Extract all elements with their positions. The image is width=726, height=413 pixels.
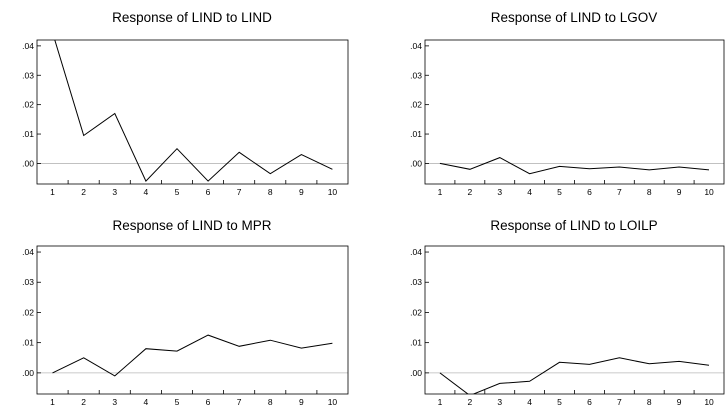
y-tick-label: .01 bbox=[22, 129, 34, 139]
x-tick-label: 8 bbox=[268, 187, 273, 197]
x-tick-label: 9 bbox=[677, 187, 682, 197]
plot-frame bbox=[424, 39, 725, 185]
x-tick-label: 1 bbox=[438, 187, 443, 197]
irf-panel: Response of LIND to LIND .00 .01 .02 .03 .04 1… bbox=[22, 10, 349, 197]
y-tick-label: .01 bbox=[410, 338, 422, 348]
chart-title: Response of LIND to LOILP bbox=[490, 218, 657, 233]
y-tick-label: .04 bbox=[22, 41, 34, 51]
y-tick-label: .00 bbox=[22, 368, 34, 378]
response-line bbox=[54, 40, 333, 182]
response-line bbox=[52, 334, 333, 377]
irf-panel: Response of LIND to LOILP .00 .01 .02 .03 .04… bbox=[410, 218, 725, 407]
x-tick-label: 6 bbox=[206, 397, 211, 407]
response-line bbox=[439, 357, 710, 394]
x-tick-label: 7 bbox=[617, 187, 622, 197]
x-tick-label: 9 bbox=[299, 187, 304, 197]
x-tick-label: 5 bbox=[175, 187, 180, 197]
x-tick-label: 8 bbox=[647, 397, 652, 407]
x-tick-label: 8 bbox=[647, 187, 652, 197]
y-tick-label: .00 bbox=[410, 368, 422, 378]
chart-title: Response of LIND to MPR bbox=[112, 218, 271, 233]
chart-title: Response of LIND to LIND bbox=[112, 10, 272, 25]
x-tick-label: 3 bbox=[112, 397, 117, 407]
y-tick-label: .00 bbox=[22, 158, 34, 168]
x-tick-label: 2 bbox=[81, 187, 86, 197]
response-line bbox=[439, 157, 710, 175]
y-tick-label: .03 bbox=[410, 70, 422, 80]
y-tick-label: .03 bbox=[22, 70, 34, 80]
x-tick-label: 7 bbox=[617, 397, 622, 407]
plot-frame bbox=[36, 39, 349, 185]
x-tick-label: 9 bbox=[677, 397, 682, 407]
x-tick-label: 3 bbox=[112, 187, 117, 197]
x-tick-label: 6 bbox=[206, 187, 211, 197]
y-tick-label: .03 bbox=[410, 277, 422, 287]
x-tick-label: 9 bbox=[299, 397, 304, 407]
x-tick-label: 2 bbox=[467, 187, 472, 197]
x-tick-label: 6 bbox=[587, 397, 592, 407]
y-tick-label: .04 bbox=[410, 247, 422, 257]
y-tick-label: .00 bbox=[410, 158, 422, 168]
y-tick-label: .01 bbox=[22, 338, 34, 348]
x-tick-label: 1 bbox=[50, 397, 55, 407]
x-tick-label: 4 bbox=[527, 397, 532, 407]
plot-frame bbox=[36, 245, 349, 395]
x-tick-label: 5 bbox=[557, 397, 562, 407]
y-tick-label: .02 bbox=[410, 100, 422, 110]
x-tick-label: 10 bbox=[704, 397, 714, 407]
x-tick-label: 1 bbox=[438, 397, 443, 407]
x-tick-label: 4 bbox=[143, 187, 148, 197]
x-tick-label: 1 bbox=[50, 187, 55, 197]
irf-panel: Response of LIND to MPR .00 .01 .02 .03 .04 1 2… bbox=[22, 218, 349, 407]
x-tick-label: 4 bbox=[527, 187, 532, 197]
irf-panel: Response of LIND to LGOV .00 .01 .02 .03 .04 1… bbox=[410, 10, 725, 197]
x-tick-label: 3 bbox=[497, 187, 502, 197]
y-tick-label: .02 bbox=[22, 100, 34, 110]
plot-frame bbox=[424, 245, 725, 395]
y-tick-label: .04 bbox=[22, 247, 34, 257]
x-tick-label: 5 bbox=[557, 187, 562, 197]
x-tick-label: 6 bbox=[587, 187, 592, 197]
x-tick-label: 8 bbox=[268, 397, 273, 407]
x-tick-label: 7 bbox=[237, 187, 242, 197]
x-tick-label: 2 bbox=[81, 397, 86, 407]
x-tick-label: 4 bbox=[143, 397, 148, 407]
y-tick-label: .01 bbox=[410, 129, 422, 139]
chart-title: Response of LIND to LGOV bbox=[491, 10, 658, 25]
y-tick-label: .03 bbox=[22, 277, 34, 287]
x-tick-label: 3 bbox=[497, 397, 502, 407]
y-tick-label: .04 bbox=[410, 41, 422, 51]
x-tick-label: 2 bbox=[467, 397, 472, 407]
x-tick-label: 10 bbox=[328, 187, 338, 197]
x-tick-label: 5 bbox=[175, 397, 180, 407]
y-tick-label: .02 bbox=[410, 307, 422, 317]
x-tick-label: 10 bbox=[328, 397, 338, 407]
x-tick-label: 7 bbox=[237, 397, 242, 407]
y-tick-label: .02 bbox=[22, 307, 34, 317]
x-tick-label: 10 bbox=[704, 187, 714, 197]
